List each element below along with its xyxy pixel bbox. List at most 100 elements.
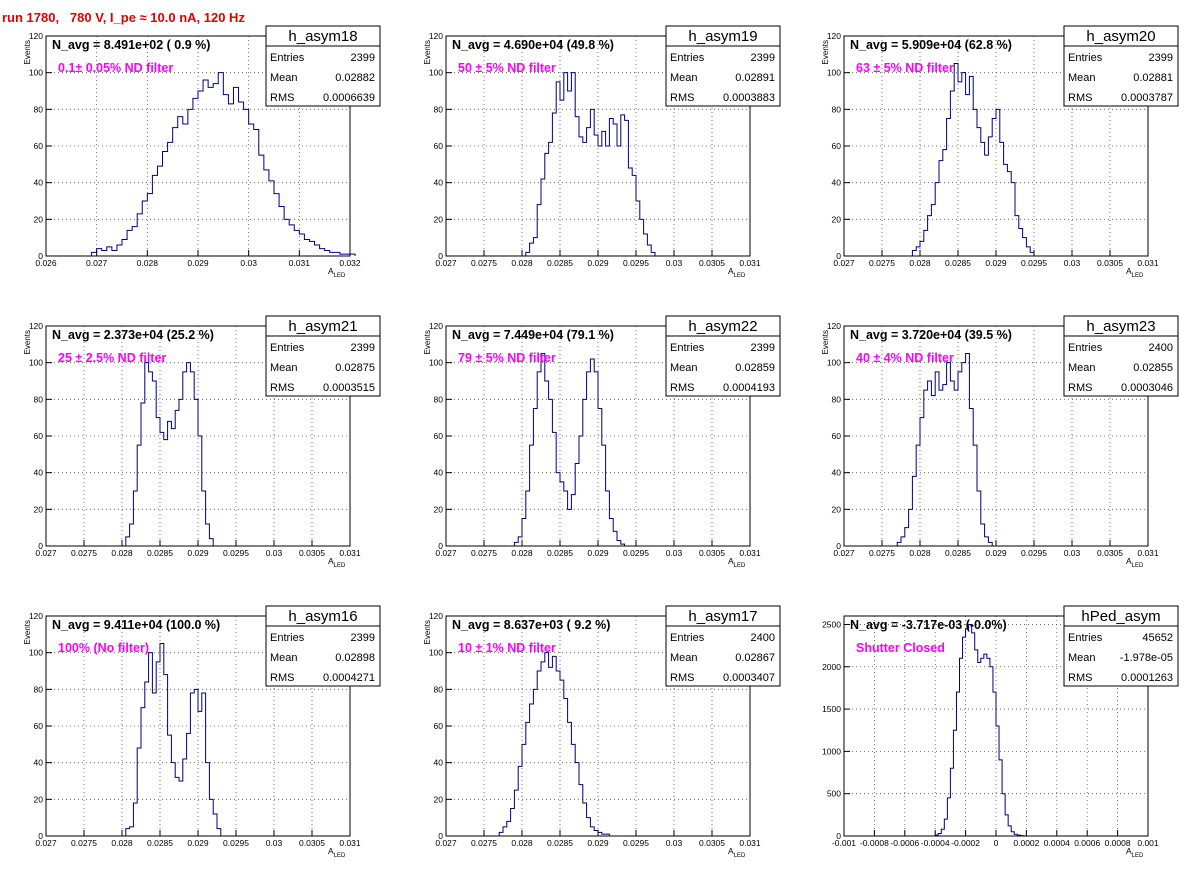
- histogram-bin: [533, 689, 537, 836]
- filter-annotation: 63 ± 5% ND filter: [856, 61, 954, 75]
- histogram-bin: [183, 372, 187, 546]
- histogram-bin: [962, 73, 966, 256]
- histogram-bin: [1015, 216, 1019, 256]
- navg-annotation: N_avg = 7.449e+04 (79.1 %): [452, 328, 614, 342]
- y-tick-label: 20: [832, 214, 842, 224]
- y-tick-label: 100: [429, 68, 443, 78]
- x-tick-label: 0.0305: [699, 838, 725, 848]
- histogram-bin: [606, 146, 610, 256]
- stats-title: h_asym23: [1086, 318, 1155, 335]
- histogram-bin: [962, 363, 966, 546]
- stats-value-mean: 0.02891: [735, 72, 775, 84]
- y-tick-label: 120: [29, 31, 43, 41]
- y-tick-label: 20: [434, 794, 444, 804]
- histogram-bin: [985, 155, 989, 256]
- histogram-line: [897, 354, 992, 547]
- histogram-bin: [943, 385, 947, 546]
- histogram-bin: [315, 245, 320, 256]
- histogram-bin: [920, 418, 924, 546]
- histogram-bin: [1030, 252, 1034, 256]
- x-tick-label: 0.03: [666, 548, 683, 558]
- histogram-bin: [330, 252, 335, 256]
- y-axis-label: Events: [423, 330, 432, 354]
- histogram-bin: [552, 432, 556, 546]
- histogram-bin: [931, 205, 935, 256]
- y-tick-label: 40: [434, 178, 444, 188]
- histogram-bin: [130, 524, 134, 546]
- histogram-bin: [168, 142, 173, 256]
- y-tick-label: 0: [836, 251, 841, 261]
- stats-key-mean: Mean: [1068, 652, 1096, 664]
- stats-value-mean: 0.02855: [1133, 362, 1173, 374]
- stats-value-mean: 0.02867: [735, 652, 775, 664]
- histogram-bin: [556, 82, 560, 256]
- histogram-bin: [335, 252, 340, 256]
- y-tick-label: 40: [832, 468, 842, 478]
- histogram-bin: [541, 179, 545, 256]
- x-tick-label: 0.0285: [945, 548, 971, 558]
- histogram-bin: [164, 440, 168, 546]
- stats-key-mean: Mean: [270, 652, 298, 664]
- histogram-bin: [122, 240, 127, 257]
- histogram-bin: [545, 381, 549, 546]
- histogram-bin: [213, 84, 218, 256]
- histogram-bin: [594, 831, 598, 837]
- x-axis-label-subscript: LED: [334, 853, 346, 859]
- filter-annotation: Shutter Closed: [856, 641, 945, 655]
- histogram-bin: [294, 230, 299, 256]
- histogram-bin: [958, 372, 962, 546]
- stats-title: h_asym22: [688, 318, 757, 335]
- histogram-bin: [972, 633, 975, 836]
- histogram-bin: [102, 251, 107, 257]
- histogram-bin: [549, 142, 553, 256]
- y-axis-label: Events: [23, 620, 32, 644]
- histogram-bin: [208, 87, 213, 256]
- filter-annotation: 10 ± 1% ND filter: [458, 641, 556, 655]
- histogram-bin: [583, 803, 587, 836]
- histogram-bin: [164, 675, 168, 836]
- navg-annotation: N_avg = -3.717e-03 (-0.0%): [850, 618, 1007, 632]
- histogram-bin: [617, 146, 621, 256]
- y-tick-label: 0: [438, 251, 443, 261]
- histogram-bin: [590, 827, 594, 836]
- stats-value-rms: 0.0006639: [323, 92, 375, 104]
- histogram-bin: [594, 135, 598, 256]
- histogram-bin: [133, 491, 137, 546]
- x-tick-label: 0.029: [587, 548, 609, 558]
- histogram-bin: [564, 699, 568, 837]
- histogram-bin: [969, 409, 973, 547]
- y-tick-label: 20: [34, 794, 44, 804]
- x-tick-label: 0.0275: [471, 548, 497, 558]
- histogram-bin: [137, 214, 142, 256]
- stats-key-rms: RMS: [270, 92, 294, 104]
- filter-annotation: 100% (No filter): [58, 641, 149, 655]
- histogram-bin: [954, 390, 958, 546]
- stats-title: h_asym21: [288, 318, 357, 335]
- y-tick-label: 0: [438, 831, 443, 841]
- x-tick-label: 0.0285: [547, 838, 573, 848]
- stats-key-entries: Entries: [270, 632, 305, 644]
- histogram-bin: [909, 509, 913, 546]
- histogram-bin: [187, 733, 191, 836]
- stats-key-mean: Mean: [270, 72, 298, 84]
- histogram-bin: [202, 491, 206, 546]
- histogram-bin: [977, 128, 981, 256]
- histogram-bin: [617, 541, 621, 547]
- histogram-bin: [644, 234, 648, 256]
- navg-annotation: N_avg = 4.690e+04 (49.8 %): [452, 38, 614, 52]
- x-tick-label: -0.0004: [921, 838, 950, 848]
- stats-key-rms: RMS: [670, 382, 694, 394]
- histogram-line: [912, 64, 1034, 257]
- x-tick-label: 0.0275: [869, 258, 895, 268]
- histogram-bin: [514, 790, 518, 836]
- histogram-bin: [203, 80, 208, 256]
- histogram-bin: [571, 73, 575, 256]
- histogram-bin: [183, 759, 187, 836]
- x-tick-label: 0.031: [739, 258, 761, 268]
- stats-value-mean: 0.02859: [735, 362, 775, 374]
- x-tick-label: 0.0295: [223, 838, 249, 848]
- y-tick-label: 20: [434, 504, 444, 514]
